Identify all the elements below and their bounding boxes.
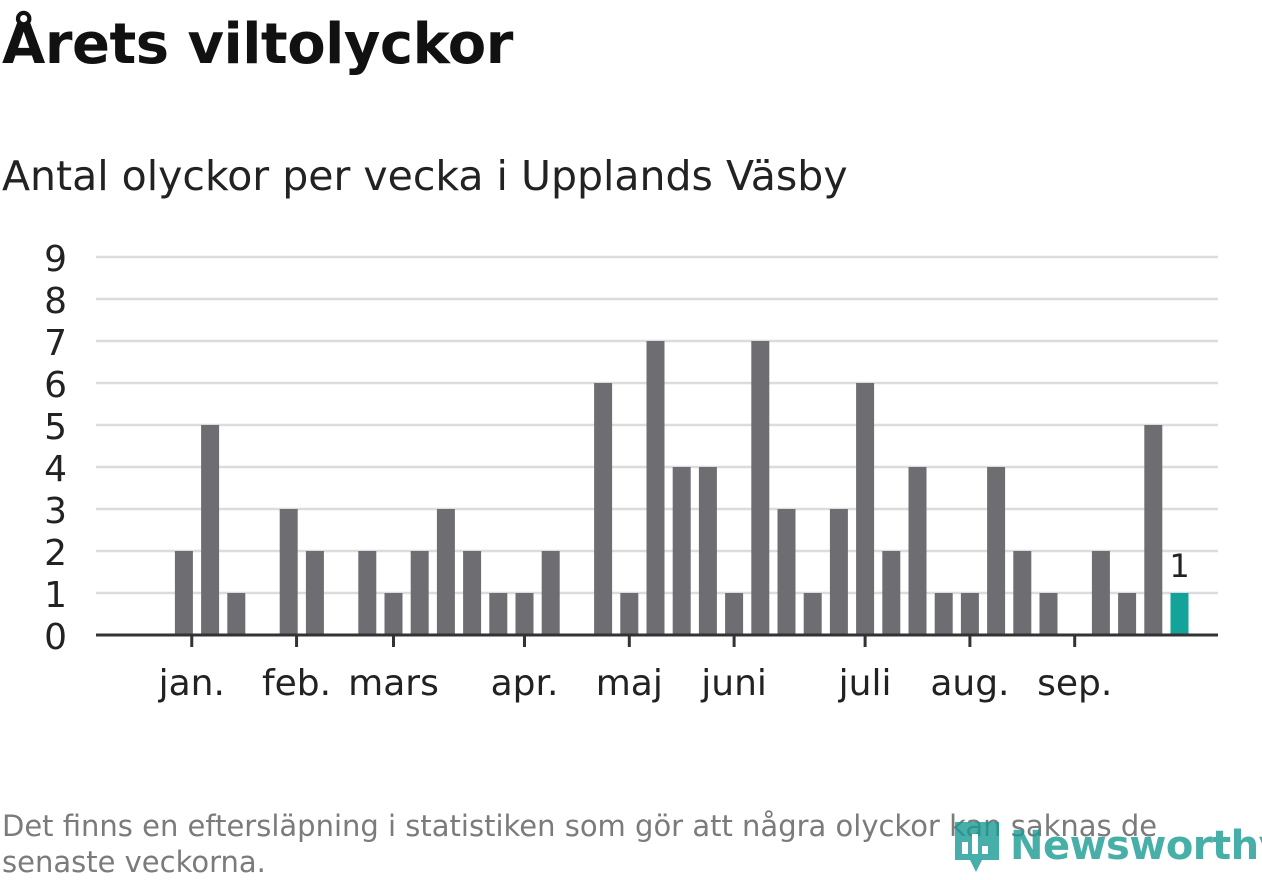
bar [594,383,613,635]
bar-chart-icon [955,822,999,872]
y-tick-label: 2 [44,533,67,574]
bar [803,593,822,635]
data-label: 1 [1169,547,1189,585]
brand-name: Newsworthy [1010,823,1262,869]
bar [1091,551,1110,635]
bar [672,467,691,635]
x-tick-label: aug. [930,663,1009,704]
bar [279,509,298,635]
chart-title: Årets viltolyckor [2,12,513,77]
x-tick-label: juni [700,663,767,704]
bar [305,551,324,635]
y-tick-label: 1 [44,575,67,616]
data-labels: 1 [1169,547,1189,585]
bar [908,467,927,635]
bar [829,509,848,635]
x-tick-label: maj [596,663,663,704]
bar [384,593,403,635]
x-tick-label: jan. [158,663,225,704]
bar [227,593,246,635]
y-tick-label: 0 [44,617,67,658]
x-tick-label: apr. [491,663,559,704]
bar [960,593,979,635]
chart-subtitle: Antal olyckor per vecka i Upplands Väsby [2,152,848,200]
bar [934,593,953,635]
bar [856,383,875,635]
bar [646,341,665,635]
y-tick-label: 9 [44,239,67,280]
bar [1039,593,1058,635]
bar [174,551,193,635]
bar [463,551,482,635]
bar [515,593,534,635]
bar [698,467,717,635]
bar [987,467,1006,635]
x-tick-label: mars [348,663,439,704]
bar [777,509,796,635]
bar [620,593,639,635]
y-tick-label: 5 [44,407,67,448]
y-tick-label: 7 [44,323,67,364]
bar [436,509,455,635]
x-tick-label: juli [838,663,892,704]
bar [410,551,429,635]
bar [725,593,744,635]
bar [1170,593,1189,635]
y-tick-label: 3 [44,491,67,532]
bar [201,425,220,635]
x-tick-label: sep. [1037,663,1112,704]
bars [174,341,1189,635]
bar [1144,425,1163,635]
brand-logo: Newsworthy [952,816,1262,876]
bar [489,593,508,635]
bar [751,341,770,635]
bar [882,551,901,635]
y-tick-label: 8 [44,281,67,322]
bar [1013,551,1032,635]
y-tick-label: 4 [44,449,67,490]
x-axis: jan. feb. mars apr. maj juni juli aug. sep. [96,633,1218,704]
bar [1118,593,1137,635]
bar [541,551,560,635]
x-tick-label: feb. [262,663,331,704]
bar [358,551,377,635]
y-tick-label: 6 [44,365,67,406]
